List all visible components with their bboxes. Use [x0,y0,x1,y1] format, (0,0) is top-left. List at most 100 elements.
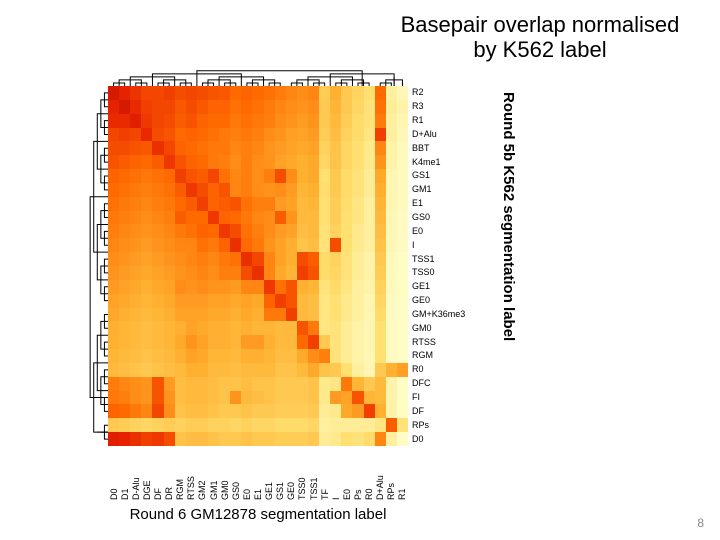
heatmap-cell [130,211,141,225]
heatmap-cell [264,114,275,128]
heatmap-cell [141,308,152,322]
heatmap-cell [264,183,275,197]
heatmap-cell [375,294,386,308]
heatmap-cell [386,321,397,335]
heatmap-cell [297,100,308,114]
heatmap-cell [375,128,386,142]
heatmap-cell [397,155,408,169]
heatmap-cell [186,363,197,377]
heatmap-cell [141,266,152,280]
heatmap-cell [397,266,408,280]
heatmap-cell [219,100,230,114]
heatmap-cell [264,363,275,377]
heatmap-cell [108,321,119,335]
heatmap-cell [152,252,163,266]
heatmap-cell [308,321,319,335]
row-tick: R2 [412,88,465,97]
heatmap-cell [186,155,197,169]
heatmap-cell [186,183,197,197]
heatmap-cell [141,294,152,308]
dendrogram-top [108,6,408,86]
heatmap-cell [208,391,219,405]
heatmap-cell [152,128,163,142]
heatmap-cell [208,418,219,432]
heatmap-cell [352,363,363,377]
heatmap-cell [386,197,397,211]
heatmap-cell [141,432,152,446]
col-tick: GE0 [286,450,296,500]
heatmap-cell [141,211,152,225]
heatmap-cell [397,183,408,197]
heatmap-cell [208,349,219,363]
heatmap-cell [264,141,275,155]
heatmap-cell [119,308,130,322]
col-tick: D+Alu [375,450,385,500]
heatmap-cell [164,266,175,280]
heatmap-cell [319,266,330,280]
heatmap-cell [386,432,397,446]
heatmap-cell [364,349,375,363]
heatmap-cell [319,418,330,432]
heatmap-cell [208,238,219,252]
col-tick: TSS1 [309,450,319,500]
heatmap-cell [352,335,363,349]
heatmap-cell [386,377,397,391]
heatmap-cell [164,238,175,252]
heatmap-cell [175,141,186,155]
heatmap-cell [275,308,286,322]
heatmap-cell [286,308,297,322]
row-tick-labels: R2R3R1D+AluBBTK4me1GS1GM1E1GS0E0ITSS1TSS… [412,86,465,446]
heatmap-cell [252,335,263,349]
heatmap-cell [308,335,319,349]
row-tick: RTSS [412,338,465,347]
heatmap-cell [264,266,275,280]
heatmap-cell [141,363,152,377]
heatmap-cell [286,141,297,155]
heatmap-cell [219,141,230,155]
heatmap-cell [152,224,163,238]
heatmap-cell [152,308,163,322]
heatmap-cell [275,155,286,169]
heatmap-cell [386,169,397,183]
heatmap-cell [364,100,375,114]
heatmap-cell [241,321,252,335]
heatmap-cell [308,363,319,377]
heatmap-cell [230,169,241,183]
heatmap-cell [252,321,263,335]
heatmap-cell [175,432,186,446]
heatmap-cell [241,238,252,252]
heatmap-cell [364,363,375,377]
heatmap-cell [352,169,363,183]
heatmap-cell [397,377,408,391]
heatmap-cell [341,211,352,225]
col-tick: D-Alu [131,450,141,500]
heatmap-cell [108,377,119,391]
heatmap-cell [141,155,152,169]
heatmap-cell [252,183,263,197]
heatmap-cell [119,432,130,446]
heatmap-cell [264,128,275,142]
col-tick: E1 [253,450,263,500]
heatmap-cell [341,349,352,363]
heatmap-cell [397,86,408,100]
heatmap-cell [130,238,141,252]
heatmap-cell [364,294,375,308]
heatmap-cell [386,294,397,308]
heatmap-cell [186,335,197,349]
heatmap-cell [175,238,186,252]
heatmap-cell [241,377,252,391]
heatmap-cell [308,280,319,294]
heatmap-cell [108,169,119,183]
heatmap-cell [241,280,252,294]
heatmap-cell [341,128,352,142]
heatmap-cell [141,349,152,363]
heatmap-cell [252,391,263,405]
heatmap-cell [375,252,386,266]
heatmap-cell [175,128,186,142]
heatmap-cell [186,418,197,432]
heatmap-cell [152,418,163,432]
heatmap-cell [286,183,297,197]
heatmap-cell [219,294,230,308]
heatmap-cell [164,141,175,155]
heatmap-cell [175,155,186,169]
